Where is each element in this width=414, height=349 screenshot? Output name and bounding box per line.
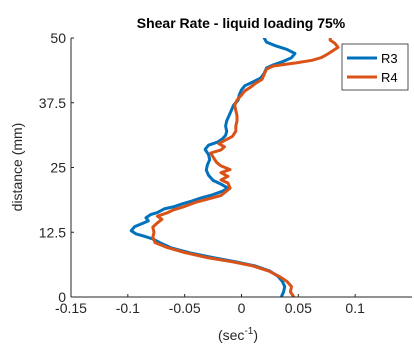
x-axis-label-sup: -1 [244, 326, 253, 337]
x-tick-label: -0.1 [116, 300, 140, 316]
legend-label-r4: R4 [381, 70, 398, 85]
y-ticks: 0 12.5 25 37.5 50 [39, 30, 74, 305]
x-axis-label-tail: ) [253, 327, 258, 343]
legend-box [341, 43, 409, 91]
legend: R3 R4 [341, 43, 409, 91]
x-tick-label: -0.05 [169, 300, 201, 316]
x-tick-label: 0.1 [345, 300, 365, 316]
x-axis-label-main: (sec [218, 327, 244, 343]
series-layer [129, 38, 340, 297]
y-tick-label: 50 [50, 30, 66, 46]
x-tick-label: 0 [238, 300, 246, 316]
y-tick-label: 12.5 [39, 224, 66, 240]
y-tick-label: 0 [58, 289, 66, 305]
series-line-r3 [129, 38, 297, 297]
legend-label-r3: R3 [381, 51, 398, 66]
x-axis-label: (sec-1) [218, 326, 258, 343]
y-tick-label: 25 [50, 160, 66, 176]
y-axis-label: distance (mm) [9, 123, 25, 212]
series-line-r4 [151, 38, 340, 297]
chart-title: Shear Rate - liquid loading 75% [137, 15, 346, 31]
x-tick-label: 0.05 [285, 300, 312, 316]
x-ticks: -0.15 -0.1 -0.05 0 0.05 0.1 [55, 294, 365, 316]
x-tick-label: -0.15 [55, 300, 87, 316]
y-tick-label: 37.5 [39, 95, 66, 111]
